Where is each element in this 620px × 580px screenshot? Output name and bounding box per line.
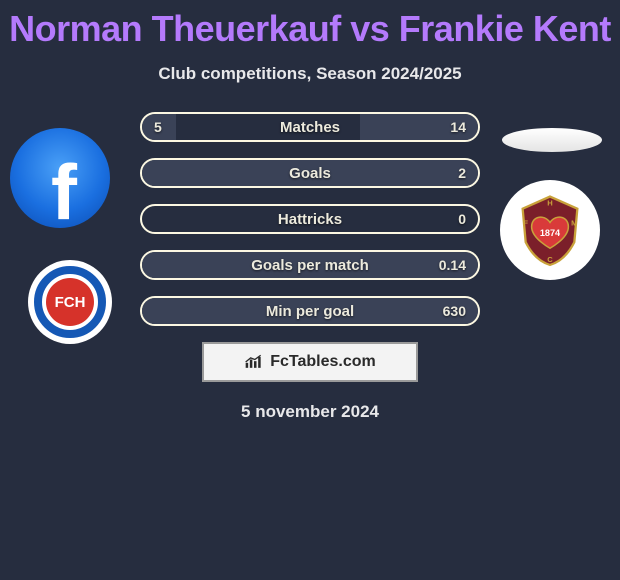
hearts-shield-icon: 1874 H M C F (512, 192, 588, 268)
stat-value-right: 0 (458, 211, 466, 227)
svg-text:M: M (571, 218, 577, 227)
player2-club-badge: 1874 H M C F (500, 180, 600, 280)
stat-value-right: 0.14 (439, 257, 466, 273)
stat-label: Matches (280, 119, 340, 136)
player2-avatar (502, 128, 602, 152)
chart-icon (244, 354, 264, 370)
svg-text:1874: 1874 (540, 228, 561, 238)
stat-value-right: 14 (450, 119, 466, 135)
stat-value-right: 630 (443, 303, 466, 319)
stat-value-right: 2 (458, 165, 466, 181)
stat-row: Goals 2 (140, 158, 480, 188)
svg-text:C: C (547, 255, 553, 264)
stat-label: Min per goal (266, 303, 354, 320)
page-title: Norman Theuerkauf vs Frankie Kent (0, 0, 620, 50)
stats-block: Matches 5 14 Goals 2 Hattricks 0 Goals per matc… (140, 112, 480, 326)
stat-row: Min per goal 630 (140, 296, 480, 326)
vs-connector: vs (350, 8, 389, 49)
player1-avatar: f (10, 128, 110, 228)
stat-row: Hattricks 0 (140, 204, 480, 234)
player1-name: Norman Theuerkauf (9, 8, 341, 49)
svg-text:H: H (547, 199, 552, 208)
site-name: FcTables.com (270, 353, 376, 371)
fch-text: FCH (46, 278, 94, 326)
stat-label: Goals per match (251, 257, 369, 274)
stat-label: Hattricks (278, 211, 342, 228)
facebook-f-icon: f (51, 147, 77, 229)
player1-club-badge: FCH (28, 260, 112, 344)
date: 5 november 2024 (0, 402, 620, 422)
site-attribution: FcTables.com (202, 342, 418, 382)
stat-row: Goals per match 0.14 (140, 250, 480, 280)
player2-name: Frankie Kent (399, 8, 611, 49)
stat-label: Goals (289, 165, 331, 182)
svg-text:F: F (523, 218, 528, 227)
stat-row: Matches 5 14 (140, 112, 480, 142)
subtitle: Club competitions, Season 2024/2025 (0, 64, 620, 84)
stat-value-left: 5 (154, 119, 162, 135)
